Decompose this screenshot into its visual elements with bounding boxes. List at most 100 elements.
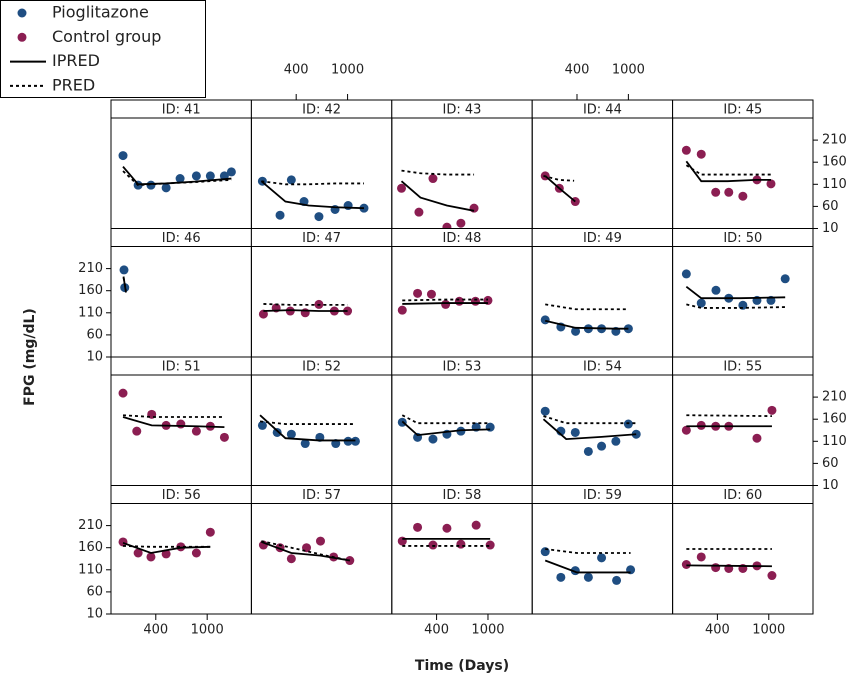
panel-title: ID: 41: [162, 103, 201, 118]
data-point: [696, 298, 706, 308]
data-point: [470, 296, 480, 306]
data-point: [681, 269, 691, 279]
x-tick-label: 1000: [191, 623, 224, 638]
panel-frame: [391, 117, 533, 229]
y-tick-label: 10: [822, 478, 839, 493]
data-point: [571, 326, 581, 336]
pred-line: [261, 180, 364, 186]
ipred-line: [260, 180, 365, 210]
data-point: [286, 554, 296, 564]
pred-line: [402, 298, 488, 302]
ipred-line: [542, 418, 637, 441]
pred-line: [543, 415, 637, 425]
ipred-line: [685, 286, 786, 300]
data-point: [780, 274, 790, 284]
data-point: [191, 426, 201, 436]
data-point: [597, 553, 607, 563]
panel-frame: [672, 117, 814, 229]
y-tick-label: 60: [86, 584, 103, 599]
pred-line: [259, 420, 356, 425]
data-point: [767, 405, 777, 415]
data-point: [118, 151, 128, 161]
panel-title: ID: 54: [583, 360, 622, 375]
data-point: [191, 548, 201, 558]
y-tick-label: 160: [78, 283, 103, 298]
x-tick-label: 1000: [471, 623, 504, 638]
panel-frame: [110, 503, 252, 615]
pred-line: [122, 545, 211, 548]
data-point: [540, 406, 550, 416]
panel-frame: [110, 246, 252, 358]
panel-title: ID: 51: [162, 360, 201, 375]
pred-line: [122, 170, 232, 187]
data-point: [397, 536, 407, 546]
pred-line: [685, 164, 771, 176]
data-point: [359, 203, 369, 213]
data-point: [275, 210, 285, 220]
panel-title: ID: 48: [443, 231, 482, 246]
data-point: [118, 537, 128, 547]
data-point: [696, 149, 706, 159]
ipred-line: [261, 541, 350, 562]
data-point: [583, 572, 593, 582]
data-point: [556, 572, 566, 582]
y-tick-label: 110: [78, 562, 103, 577]
legend-label: Pioglitazone: [52, 3, 149, 22]
panel-frame: [531, 246, 674, 358]
y-axis-title: FPG (mg/dL): [22, 308, 38, 406]
data-point: [456, 218, 466, 228]
panel-title: ID: 57: [302, 488, 341, 503]
data-point: [191, 171, 201, 181]
legend-marker: [17, 32, 27, 42]
data-point: [414, 207, 424, 217]
data-point: [132, 426, 142, 436]
panel-title: ID: 50: [723, 231, 762, 246]
pred-line: [686, 414, 772, 418]
data-point: [226, 167, 236, 177]
legend-label: IPRED: [52, 51, 100, 70]
data-point: [583, 446, 593, 456]
ipred-line: [685, 160, 771, 183]
ipred-line: [402, 302, 488, 305]
y-tick-label: 60: [822, 199, 839, 214]
data-point: [258, 309, 268, 319]
data-point: [456, 539, 466, 549]
y-tick-label: 110: [822, 434, 847, 449]
legend-label: PRED: [52, 75, 95, 94]
data-point: [711, 285, 721, 295]
pred-line: [401, 414, 491, 425]
pred-line: [545, 303, 629, 311]
y-tick-label: 210: [78, 261, 103, 276]
panel-title: ID: 60: [723, 488, 762, 503]
panel-frame: [531, 117, 674, 229]
data-point: [397, 183, 407, 193]
legend-label: Control group: [52, 27, 161, 46]
panel-title: ID: 55: [723, 360, 762, 375]
data-point: [724, 187, 734, 197]
data-point: [133, 548, 143, 558]
y-tick-label: 10: [86, 350, 103, 365]
data-point: [485, 540, 495, 550]
data-point: [696, 552, 706, 562]
y-tick-label: 60: [822, 456, 839, 471]
x-tick-label: 400: [565, 63, 590, 78]
y-tick-label: 210: [822, 390, 847, 405]
data-point: [286, 429, 296, 439]
x-tick-label: 1000: [752, 623, 785, 638]
data-point: [428, 174, 438, 184]
y-tick-label: 210: [78, 518, 103, 533]
x-tick-label: 400: [284, 63, 309, 78]
panel-frame: [250, 117, 393, 229]
data-point: [161, 549, 171, 559]
data-point: [471, 520, 481, 530]
panel-frame: [391, 503, 533, 615]
data-point: [176, 419, 186, 429]
data-point: [205, 171, 215, 181]
y-tick-label: 160: [822, 155, 847, 170]
ipred-line: [544, 175, 576, 203]
ipred-line: [544, 559, 631, 574]
data-point: [441, 299, 451, 309]
data-point: [314, 212, 324, 222]
pred-line: [263, 303, 348, 306]
legend-box: [0, 0, 206, 98]
